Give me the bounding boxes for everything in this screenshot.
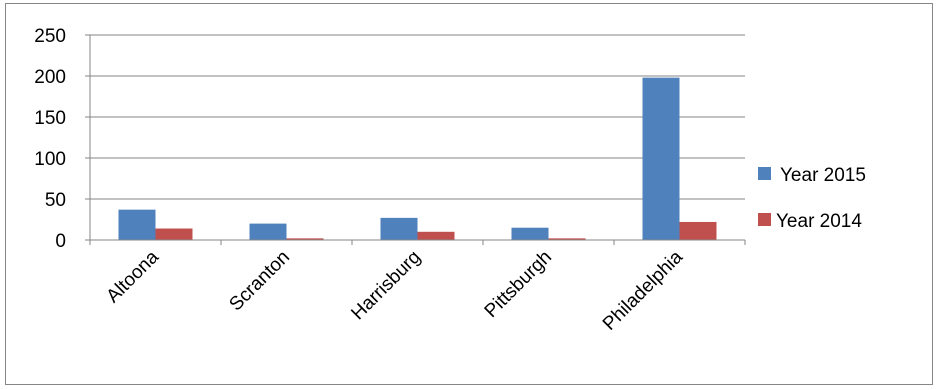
bar-year-2015-philadelphia [642,77,680,240]
bars [118,77,717,240]
y-axis-ticks: 0 50 100 150 200 250 [34,26,66,252]
y-tick-label: 200 [34,67,66,88]
legend-swatch [758,213,771,226]
legend-label: Year 2015 [780,165,866,186]
bar-year-2015-pittsburgh [511,227,549,240]
bar-year-2014-harrisburg [417,231,455,240]
bar-year-2014-altoona [155,228,193,240]
y-tick-label: 0 [55,231,66,252]
x-tick-label: Scranton [225,247,294,316]
bar-year-2014-scranton [286,238,324,240]
bar-year-2015-altoona [118,209,156,240]
x-axis-ticks: Altoona Scranton Harrisburg Pittsburgh Phila… [103,246,688,334]
x-tick-label: Altoona [103,246,164,307]
x-tick-label: Pittsburgh [481,247,556,322]
y-tick-label: 100 [34,149,66,170]
x-tick-label: Philadelphia [599,246,687,334]
y-tick-label: 150 [34,108,66,129]
legend: Year 2015 Year 2014 [758,165,866,232]
axes [85,34,746,245]
bar-year-2015-harrisburg [380,217,418,240]
bar-year-2014-philadelphia [679,221,717,240]
legend-label: Year 2014 [776,211,862,232]
y-tick-label: 250 [34,26,66,47]
legend-swatch [758,167,771,180]
chart-area [5,3,933,385]
x-tick-label: Harrisburg [347,247,425,325]
bar-year-2014-pittsburgh [548,238,586,240]
gridlines [90,34,745,200]
y-tick-label: 50 [45,190,66,211]
bar-year-2015-scranton [249,223,287,240]
